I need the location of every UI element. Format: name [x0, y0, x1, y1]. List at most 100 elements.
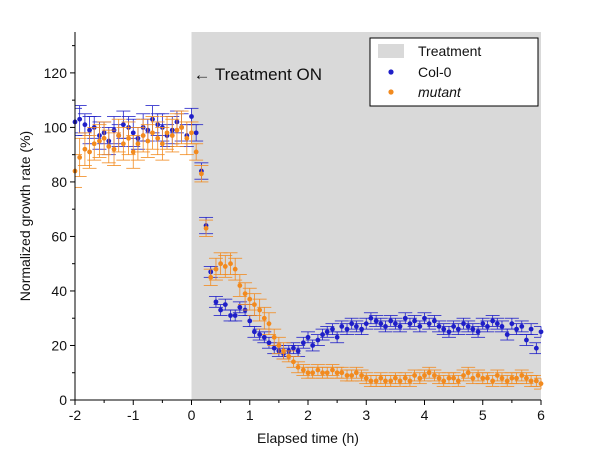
data-point-mutant [324, 370, 330, 376]
data-point-col-0 [77, 116, 83, 122]
data-point-col-0 [451, 324, 457, 329]
data-point-mutant [266, 321, 272, 327]
data-point-col-0 [504, 332, 510, 337]
data-point-col-0 [271, 345, 277, 351]
x-axis-label: Elapsed time (h) [257, 430, 359, 446]
data-point-col-0 [189, 114, 194, 119]
data-point-mutant [261, 315, 267, 321]
data-point-mutant [222, 264, 228, 269]
data-point-mutant [533, 378, 539, 384]
data-point-mutant [120, 141, 126, 147]
data-point-mutant [184, 135, 190, 141]
x-tick-label: 6 [537, 407, 545, 423]
data-point-mutant [310, 370, 316, 376]
data-point-col-0 [417, 324, 423, 329]
data-point-mutant [451, 375, 457, 381]
data-point-col-0 [353, 324, 359, 329]
data-point-col-0 [193, 130, 199, 136]
legend-col0-marker [388, 69, 394, 75]
data-point-col-0 [87, 127, 92, 133]
data-point-mutant [417, 375, 423, 381]
data-point-col-0 [426, 321, 432, 327]
data-point-col-0 [213, 299, 219, 305]
data-point-mutant [126, 135, 131, 141]
series-col-0 [72, 105, 544, 360]
x-tick-label: 1 [246, 407, 254, 423]
legend-mutant-marker [388, 89, 394, 95]
data-point-col-0 [320, 332, 325, 337]
data-point-col-0 [324, 329, 330, 335]
data-point-mutant [392, 375, 398, 381]
data-point-col-0 [305, 334, 311, 340]
y-tick-label: 40 [51, 283, 67, 299]
data-point-mutant [359, 373, 364, 378]
data-point-col-0 [441, 326, 447, 332]
data-point-mutant [334, 370, 340, 376]
data-point-col-0 [130, 130, 136, 136]
data-point-mutant [422, 373, 427, 378]
data-point-col-0 [82, 122, 88, 128]
data-point-col-0 [247, 318, 253, 324]
data-point-mutant [461, 373, 466, 378]
data-point-mutant [97, 138, 102, 144]
data-point-mutant [504, 378, 510, 384]
data-point-mutant [77, 154, 83, 160]
y-axis-label: Normalized growth rate (%) [17, 131, 33, 301]
legend-mutant-label: mutant [418, 84, 462, 100]
data-point-mutant [485, 375, 490, 381]
data-point-mutant [446, 375, 452, 381]
data-point-mutant [242, 291, 248, 297]
data-point-col-0 [291, 345, 296, 351]
data-point-mutant [509, 375, 515, 381]
data-point-mutant [344, 373, 350, 378]
data-point-mutant [426, 370, 432, 376]
data-point-mutant [383, 378, 388, 384]
legend-treatment-swatch [378, 44, 404, 58]
legend-col0-label: Col-0 [418, 64, 452, 80]
data-point-mutant [237, 283, 243, 288]
data-point-col-0 [388, 318, 394, 324]
data-point-mutant [519, 373, 525, 378]
data-point-col-0 [222, 302, 228, 307]
data-point-mutant [257, 307, 263, 313]
data-point-mutant [295, 364, 301, 370]
data-point-col-0 [349, 321, 355, 327]
data-point-mutant [199, 171, 204, 177]
data-point-col-0 [461, 321, 466, 327]
y-tick-label: 20 [51, 337, 67, 353]
data-point-col-0 [378, 321, 384, 327]
data-point-mutant [208, 274, 214, 280]
data-point-mutant [368, 378, 374, 384]
data-point-mutant [130, 149, 136, 155]
data-point-mutant [330, 367, 335, 373]
data-point-mutant [145, 138, 151, 144]
data-point-mutant [228, 261, 233, 267]
data-point-col-0 [252, 329, 257, 335]
data-point-mutant [480, 375, 486, 381]
data-point-mutant [101, 135, 107, 141]
data-point-mutant [82, 146, 88, 152]
data-point-mutant [475, 373, 481, 378]
data-point-mutant [353, 370, 359, 376]
data-point-mutant [155, 135, 161, 141]
x-tick-label: 4 [421, 407, 429, 423]
data-point-mutant [528, 378, 534, 384]
data-point-mutant [247, 296, 253, 302]
data-point-mutant [494, 373, 500, 378]
data-point-mutant [538, 381, 544, 387]
data-point-mutant [320, 370, 325, 376]
data-point-mutant [499, 375, 505, 381]
y-tick-label: 0 [59, 392, 67, 408]
legend-treatment-label: Treatment [418, 43, 481, 59]
data-point-mutant [349, 373, 355, 378]
data-point-mutant [150, 130, 155, 136]
y-tick-label: 120 [44, 65, 68, 81]
data-point-col-0 [373, 318, 379, 324]
data-point-col-0 [494, 321, 500, 327]
x-tick-label: -2 [69, 407, 82, 423]
x-tick-label: 0 [188, 407, 196, 423]
data-point-col-0 [514, 326, 519, 332]
